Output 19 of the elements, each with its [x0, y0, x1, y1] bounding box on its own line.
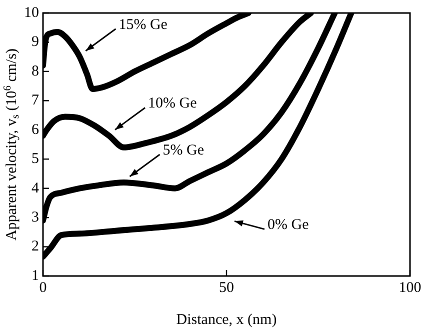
y-tick-label: 10 — [24, 4, 39, 21]
y-tick-label: 6 — [32, 122, 40, 138]
y-tick-label: 3 — [32, 209, 39, 226]
y-tick-label: 5 — [32, 151, 39, 168]
y-axis-title: Apparent velocity, vs (106 cm/s) — [2, 48, 22, 241]
annotation: 0% Ge — [268, 217, 310, 234]
y-tick-label: 8 — [32, 63, 39, 80]
y-tick-label: 1 — [32, 268, 39, 284]
y-tick-label: 4 — [32, 180, 40, 196]
annotation: 5% Ge — [162, 142, 204, 158]
annotation: 10% Ge — [148, 96, 198, 112]
x-axis-title: Distance, x (nm) — [176, 312, 277, 328]
x-tick-label: 0 — [39, 280, 47, 296]
y-tick-label: 2 — [32, 238, 39, 255]
y-tick-label: 9 — [32, 34, 39, 50]
x-tick-label: 50 — [219, 280, 234, 296]
y-tick-label: 7 — [32, 92, 40, 109]
annotation: 15% Ge — [118, 16, 168, 33]
x-tick-label: 100 — [398, 280, 422, 296]
